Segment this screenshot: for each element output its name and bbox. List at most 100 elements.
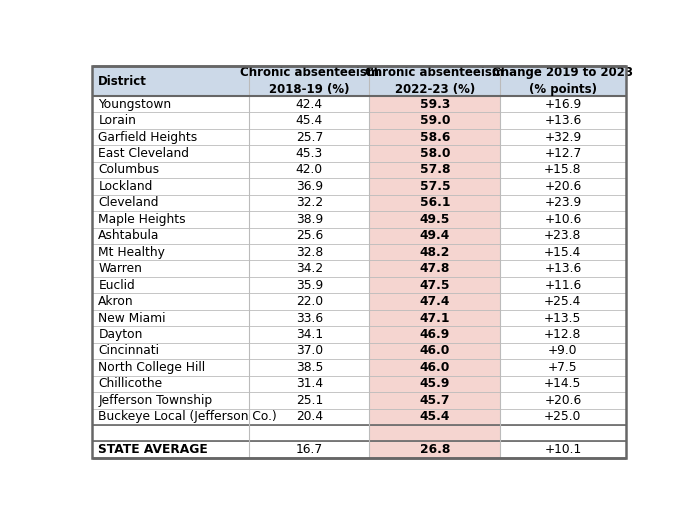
Bar (249, 66, 370, 96)
Bar (249, 129, 370, 145)
Bar (249, 244, 370, 261)
Bar (500, 326, 626, 343)
Text: Akron: Akron (98, 295, 134, 308)
Bar (500, 178, 626, 195)
Bar (370, 293, 500, 310)
Text: Change 2019 to 2023
(% points): Change 2019 to 2023 (% points) (492, 66, 634, 96)
Text: East Cleveland: East Cleveland (98, 147, 189, 160)
Text: Dayton: Dayton (98, 328, 143, 341)
Bar (92, 129, 249, 145)
Text: Warren: Warren (98, 262, 142, 275)
Text: 47.5: 47.5 (419, 279, 450, 292)
Bar (500, 112, 626, 129)
Bar (92, 195, 249, 211)
Text: +12.7: +12.7 (545, 147, 582, 160)
Bar (370, 96, 500, 112)
Bar (370, 195, 500, 211)
Text: Columbus: Columbus (98, 163, 160, 176)
Bar (249, 277, 370, 293)
Bar (500, 227, 626, 244)
Text: +15.4: +15.4 (544, 245, 582, 259)
Bar (500, 195, 626, 211)
Text: Garfield Heights: Garfield Heights (98, 131, 197, 144)
Text: 46.0: 46.0 (419, 345, 450, 358)
Text: 47.8: 47.8 (419, 262, 450, 275)
Bar (249, 195, 370, 211)
Bar (92, 178, 249, 195)
Bar (249, 211, 370, 227)
Text: Cincinnati: Cincinnati (98, 345, 160, 358)
Bar (500, 66, 626, 96)
Text: 48.2: 48.2 (419, 245, 450, 259)
Bar (500, 376, 626, 392)
Bar (249, 343, 370, 359)
Text: 49.5: 49.5 (419, 213, 450, 226)
Text: Ashtabula: Ashtabula (98, 229, 160, 242)
Bar (249, 178, 370, 195)
Bar (370, 145, 500, 162)
Bar (500, 408, 626, 425)
Text: 59.0: 59.0 (419, 114, 450, 127)
Text: +23.9: +23.9 (545, 196, 582, 209)
Bar (370, 261, 500, 277)
Bar (92, 310, 249, 326)
Text: +25.4: +25.4 (544, 295, 582, 308)
Text: 34.2: 34.2 (296, 262, 323, 275)
Bar (249, 261, 370, 277)
Text: +20.6: +20.6 (545, 394, 582, 407)
Bar (370, 359, 500, 376)
Text: 59.3: 59.3 (419, 98, 450, 111)
Bar (500, 162, 626, 178)
Text: 25.1: 25.1 (295, 394, 323, 407)
Bar (92, 211, 249, 227)
Bar (370, 310, 500, 326)
Text: STATE AVERAGE: STATE AVERAGE (98, 443, 208, 456)
Bar (92, 392, 249, 408)
Bar (92, 145, 249, 162)
Bar (92, 359, 249, 376)
Bar (370, 129, 500, 145)
Bar (500, 244, 626, 261)
Bar (249, 310, 370, 326)
Bar (249, 392, 370, 408)
Bar (500, 211, 626, 227)
Text: 35.9: 35.9 (295, 279, 323, 292)
Bar (92, 442, 249, 458)
Bar (249, 96, 370, 112)
Bar (370, 343, 500, 359)
Bar (92, 66, 249, 96)
Text: 58.0: 58.0 (419, 147, 450, 160)
Bar (92, 293, 249, 310)
Text: 34.1: 34.1 (296, 328, 323, 341)
Bar (500, 261, 626, 277)
Text: 32.2: 32.2 (296, 196, 323, 209)
Bar (92, 261, 249, 277)
Text: Maple Heights: Maple Heights (98, 213, 186, 226)
Text: 16.7: 16.7 (296, 443, 323, 456)
Text: 46.0: 46.0 (419, 361, 450, 374)
Text: 42.4: 42.4 (296, 98, 323, 111)
Text: Buckeye Local (Jefferson Co.): Buckeye Local (Jefferson Co.) (98, 411, 277, 424)
Bar (500, 343, 626, 359)
Bar (92, 112, 249, 129)
Bar (370, 227, 500, 244)
Bar (370, 178, 500, 195)
Text: Mt Healthy: Mt Healthy (98, 245, 165, 259)
Text: +13.6: +13.6 (545, 262, 582, 275)
Text: 45.7: 45.7 (419, 394, 450, 407)
Text: 37.0: 37.0 (296, 345, 323, 358)
Text: +10.1: +10.1 (545, 443, 582, 456)
Bar (370, 162, 500, 178)
Bar (500, 359, 626, 376)
Bar (92, 227, 249, 244)
Text: 47.4: 47.4 (419, 295, 450, 308)
Text: 25.6: 25.6 (295, 229, 323, 242)
Text: 47.1: 47.1 (419, 311, 450, 324)
Bar (249, 326, 370, 343)
Text: 42.0: 42.0 (296, 163, 323, 176)
Bar (92, 244, 249, 261)
Bar (249, 162, 370, 178)
Text: 33.6: 33.6 (296, 311, 323, 324)
Text: +12.8: +12.8 (544, 328, 582, 341)
Bar (370, 392, 500, 408)
